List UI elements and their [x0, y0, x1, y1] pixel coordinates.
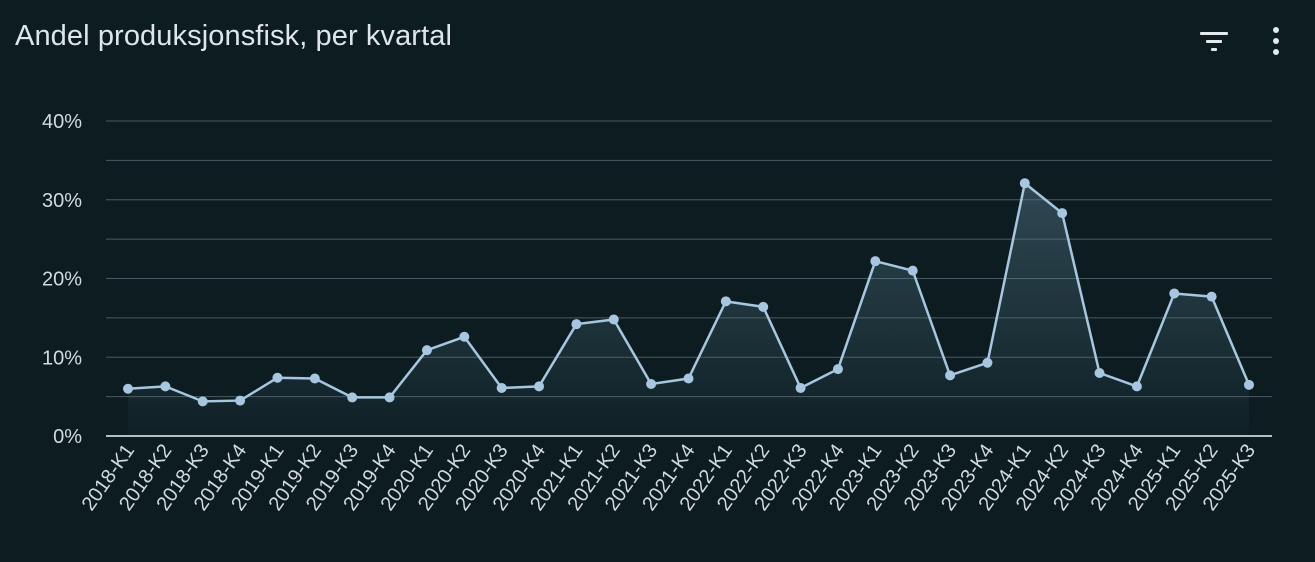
more-vertical-icon [1273, 27, 1279, 55]
data-point [534, 381, 545, 392]
data-point [982, 357, 993, 368]
y-tick-label: 40% [42, 111, 82, 133]
data-point [1131, 381, 1142, 392]
filter-icon [1200, 32, 1228, 51]
data-point [1244, 379, 1254, 390]
y-tick-label: 10% [42, 347, 82, 369]
chart-title: Andel produksjonsfisk, per kvartal [15, 20, 452, 52]
data-point [197, 396, 208, 407]
data-point [832, 364, 843, 375]
data-point [384, 392, 395, 403]
data-point [1057, 208, 1068, 219]
data-point [683, 373, 694, 384]
data-point [347, 392, 358, 403]
y-tick-label: 30% [42, 190, 82, 212]
y-tick-label: 0% [53, 426, 82, 448]
y-tick-label: 20% [42, 269, 82, 291]
data-point [870, 256, 881, 267]
data-point [123, 383, 133, 394]
data-point [421, 345, 432, 356]
data-point [1206, 291, 1217, 302]
data-point [459, 331, 470, 342]
more-options-button[interactable] [1257, 22, 1295, 60]
data-point [235, 395, 246, 406]
data-point [160, 381, 171, 392]
data-point [608, 314, 619, 325]
data-point [272, 372, 283, 383]
data-point [907, 265, 918, 276]
data-point [1094, 368, 1105, 378]
data-point [1019, 178, 1030, 189]
data-point [646, 379, 657, 390]
data-point [309, 373, 320, 384]
chart-toolbar [1171, 22, 1295, 60]
data-point [496, 382, 507, 393]
data-point [720, 296, 731, 307]
data-point [758, 301, 769, 312]
filter-button[interactable] [1195, 22, 1233, 60]
series-area [128, 183, 1249, 436]
data-point [1169, 288, 1180, 299]
data-point [795, 382, 806, 393]
data-point [945, 370, 956, 381]
data-point [571, 319, 582, 330]
